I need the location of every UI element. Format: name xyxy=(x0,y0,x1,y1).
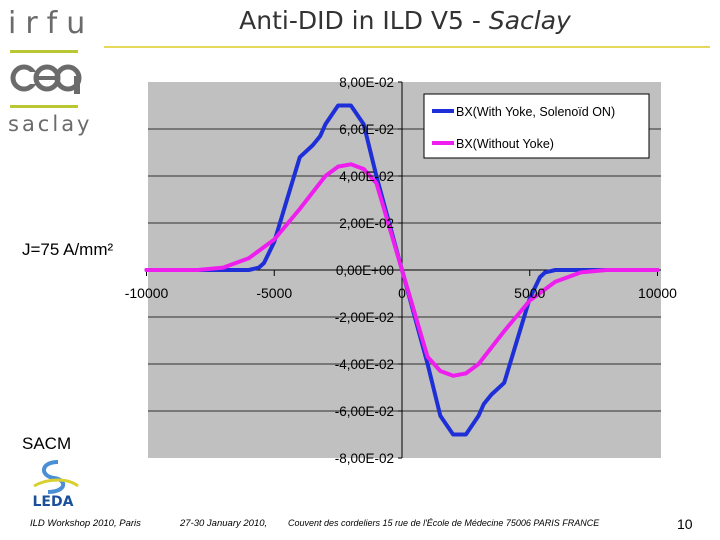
footer-workshop: ILD Workshop 2010, Paris xyxy=(30,518,141,529)
logo-divider-top xyxy=(10,50,78,53)
logo-cea xyxy=(10,64,82,94)
series-line-without-yoke xyxy=(144,162,660,378)
y-tick-label: -2,00E-02 xyxy=(335,310,394,325)
x-tick-label: -5000 xyxy=(256,285,292,301)
leda-logo: LEDA xyxy=(33,460,79,508)
x-tick-label: 10000 xyxy=(638,285,677,301)
y-tick-label: 2,00E-02 xyxy=(339,216,394,231)
x-tick-label: 0 xyxy=(398,285,406,301)
title-rule xyxy=(104,46,710,48)
y-tick-label: -4,00E-02 xyxy=(335,357,394,372)
slide-title-main: Anti-DID in ILD V5 - xyxy=(239,6,489,35)
slide-title-italic: Saclay xyxy=(488,6,571,35)
legend-label-with-yoke: BX(With Yoke, Solenoïd ON) xyxy=(456,105,615,119)
legend-box xyxy=(423,93,650,159)
logo-saclay: saclay xyxy=(8,112,93,136)
y-tick-label: -6,00E-02 xyxy=(335,404,394,419)
x-tick-label: -10000 xyxy=(125,285,169,301)
y-tick-label: 0,00E+00 xyxy=(336,263,394,278)
footer-venue: Couvent des cordeliers 15 rue de l'École… xyxy=(288,518,600,528)
current-density-label: J=75 A/mm² xyxy=(22,240,114,259)
y-tick-label: 4,00E-02 xyxy=(339,169,394,184)
logo-irfu: irfu xyxy=(8,6,95,41)
legend: BX(With Yoke, Solenoïd ON) BX(Without Yo… xyxy=(423,93,650,159)
legend-label-without-yoke: BX(Without Yoke) xyxy=(456,137,554,151)
logo-divider-bottom xyxy=(10,105,78,108)
y-tick-label: 6,00E-02 xyxy=(339,122,394,137)
y-tick-label: -8,00E-02 xyxy=(335,451,394,466)
leda-logo-text: LEDA xyxy=(33,494,74,508)
x-tick-label: 5000 xyxy=(514,285,545,301)
y-tick-label: 8,00E-02 xyxy=(339,75,394,90)
sacm-label: SACM xyxy=(22,434,72,453)
page-number: 10 xyxy=(677,516,693,532)
slide-title: Anti-DID in ILD V5 - Saclay xyxy=(150,6,660,35)
footer-dates: 27-30 January 2010, xyxy=(180,518,268,529)
